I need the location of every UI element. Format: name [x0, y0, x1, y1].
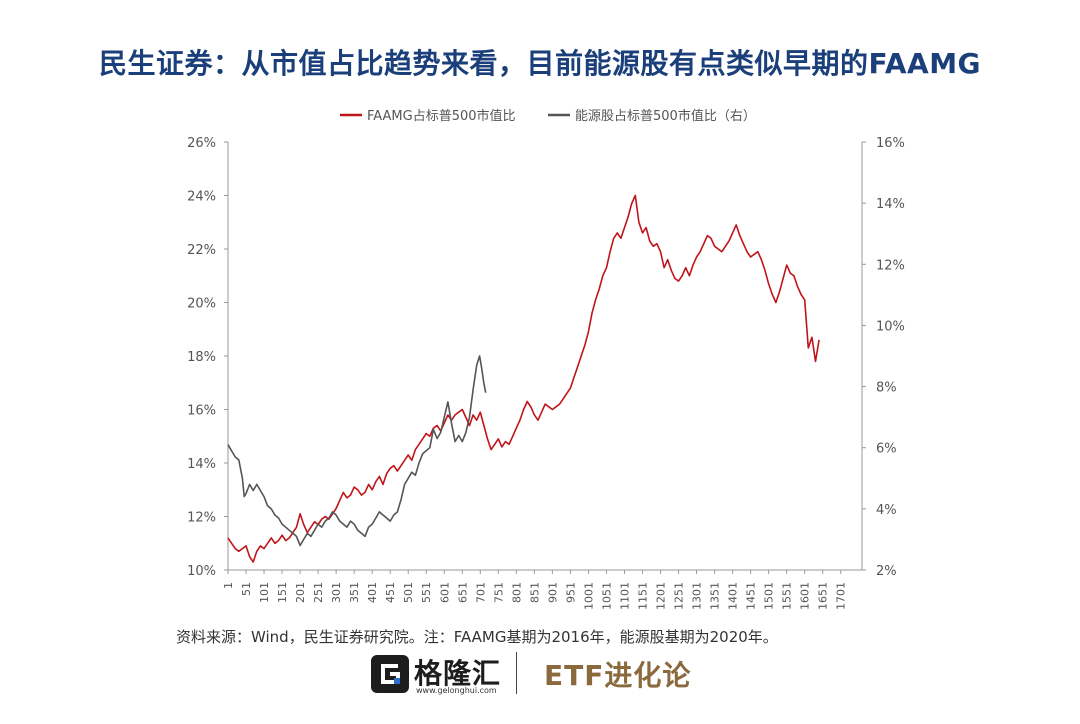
x-tick-label: 701: [474, 582, 487, 603]
legend-label-energy: 能源股占标普500市值比（右）: [575, 108, 756, 124]
left-y-tick-label: 18%: [187, 350, 216, 365]
x-tick-label: 1551: [781, 582, 794, 610]
footer-divider: [516, 652, 517, 694]
chart-axes: 10%12%14%16%18%20%22%24%26%2%4%6%8%10%12…: [187, 136, 905, 610]
right-y-tick-label: 6%: [876, 442, 897, 457]
x-tick-label: 1701: [835, 582, 848, 610]
chart-lines: [227, 194, 820, 563]
right-y-tick-label: 10%: [876, 319, 905, 334]
x-tick-label: 1451: [745, 582, 758, 610]
left-y-tick-label: 26%: [187, 136, 216, 151]
brand-text: ETF进化论: [544, 659, 692, 692]
left-y-tick-label: 24%: [187, 190, 216, 205]
x-tick-label: 1651: [817, 582, 830, 610]
x-tick-label: 851: [528, 582, 541, 603]
x-tick-label: 751: [492, 582, 505, 603]
x-tick-label: 1101: [618, 582, 631, 610]
logo-text: 格隆汇: [414, 657, 502, 690]
x-tick-label: 1001: [582, 582, 595, 610]
x-tick-label: 1401: [727, 582, 740, 610]
x-tick-label: 451: [384, 582, 397, 603]
logo-url: www.gelonghui.com: [416, 686, 497, 695]
x-tick-label: 1351: [709, 582, 722, 610]
series-line-faamg: [227, 194, 820, 563]
right-y-tick-label: 16%: [876, 136, 905, 151]
x-tick-label: 801: [510, 582, 523, 603]
x-tick-label: 1601: [799, 582, 812, 610]
x-tick-label: 1201: [655, 582, 668, 610]
legend-label-faamg: FAAMG占标普500市值比: [367, 108, 516, 124]
x-tick-label: 551: [420, 582, 433, 603]
x-tick-label: 651: [456, 582, 469, 603]
left-y-tick-label: 22%: [187, 243, 216, 258]
left-y-tick-label: 20%: [187, 297, 216, 312]
x-tick-label: 1151: [636, 582, 649, 610]
x-tick-label: 1501: [763, 582, 776, 610]
chart-title: 民生证券：从市值占比趋势来看，目前能源股有点类似早期的FAAMG: [98, 47, 982, 80]
right-y-tick-label: 12%: [876, 258, 905, 273]
right-y-tick-label: 14%: [876, 197, 905, 212]
x-tick-label: 101: [258, 582, 271, 603]
source-note: 资料来源：Wind，民生证券研究院。注：FAAMG基期为2016年，能源股基期为…: [176, 628, 778, 646]
left-y-tick-label: 16%: [187, 404, 216, 419]
right-y-tick-label: 2%: [876, 564, 897, 579]
x-tick-label: 901: [546, 582, 559, 603]
right-y-tick-label: 8%: [876, 381, 897, 396]
footer: 格隆汇 www.gelonghui.com ETF进化论: [0, 648, 1080, 700]
x-tick-label: 1301: [691, 582, 704, 610]
line-chart: FAAMG占标普500市值比 能源股占标普500市值比（右） 10%12%14%1…: [187, 108, 905, 610]
series-line-energy: [227, 355, 487, 547]
x-tick-label: 51: [240, 582, 253, 596]
chart-legend: FAAMG占标普500市值比 能源股占标普500市值比（右）: [340, 108, 756, 124]
x-tick-label: 301: [330, 582, 343, 603]
x-tick-label: 1051: [600, 582, 613, 610]
x-tick-label: 501: [402, 582, 415, 603]
right-y-tick-label: 4%: [876, 503, 897, 518]
x-tick-label: 1: [222, 582, 235, 589]
x-tick-label: 251: [312, 582, 325, 603]
x-tick-label: 351: [348, 582, 361, 603]
left-y-tick-label: 10%: [187, 564, 216, 579]
x-tick-label: 401: [366, 582, 379, 603]
x-tick-label: 151: [276, 582, 289, 603]
x-tick-label: 951: [564, 582, 577, 603]
left-y-tick-label: 14%: [187, 457, 216, 472]
gelonghui-logo-icon: [371, 655, 409, 693]
x-tick-label: 601: [438, 582, 451, 603]
x-tick-label: 1251: [673, 582, 686, 610]
x-tick-label: 201: [294, 582, 307, 603]
left-y-tick-label: 12%: [187, 511, 216, 526]
